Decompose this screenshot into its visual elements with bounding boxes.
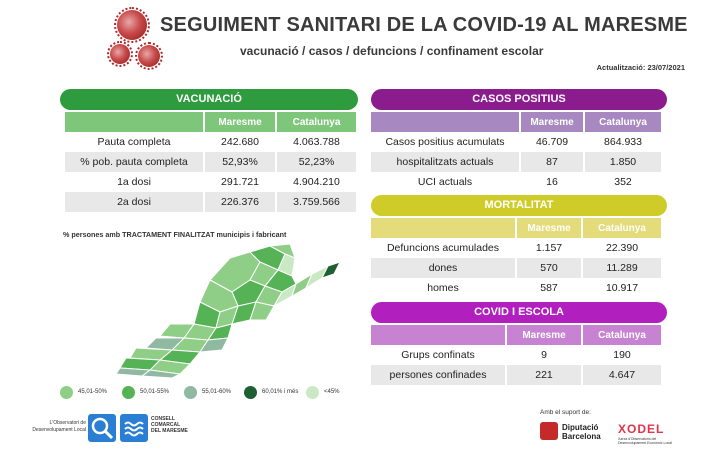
- table-row: homes 587 10.917: [371, 278, 661, 298]
- xodel-logo: XODEL: [618, 422, 665, 436]
- legend-item: <45%: [306, 385, 340, 399]
- consell-text: CONSELL COMARCAL DEL MARESME: [151, 416, 188, 434]
- observatori-logo: [88, 414, 116, 442]
- legend-swatch: [122, 385, 135, 399]
- table-row: hospitalitzats actuals 87 1.850: [371, 152, 661, 172]
- col-catalunya: Catalunya: [581, 218, 661, 238]
- page-title: SEGUIMENT SANITARI DE LA COVID-19 AL MAR…: [160, 14, 688, 36]
- col-maresme: Maresme: [505, 325, 581, 345]
- support-text: Amb el suport de:: [540, 409, 591, 416]
- positive-cases-table: Maresme Catalunya Casos positius acumula…: [371, 112, 661, 192]
- table-row: 1a dosi 291.721 4.904.210: [65, 172, 356, 192]
- table-row: % pob. pauta completa 52,93% 52,23%: [65, 152, 356, 172]
- diputacio-text: Diputació Barcelona: [562, 423, 601, 441]
- col-catalunya: Catalunya: [581, 325, 661, 345]
- table-row: Casos positius acumulats 46.709 864.933: [371, 132, 661, 152]
- xodel-subtitle: Xarxa d'Observatoris del Desenvolupament…: [618, 437, 672, 445]
- table-row: dones 570 11.289: [371, 258, 661, 278]
- table-row: persones confinades 221 4.647: [371, 365, 661, 385]
- observatori-text: L'Observatori de Desenvolupament Local: [32, 420, 86, 433]
- legend-item: 55,01-60%: [184, 385, 231, 399]
- table-row: Grups confinats 9 190: [371, 345, 661, 365]
- virus-icon-small: [107, 41, 133, 67]
- legend-item: 50,01-55%: [122, 385, 169, 399]
- school-table: Maresme Catalunya Grups confinats 9 190 …: [371, 325, 661, 385]
- positive-cases-header: CASOS POSITIUS: [371, 89, 667, 110]
- legend-item: 45,01-50%: [60, 385, 107, 399]
- diputacio-logo: [540, 422, 558, 440]
- legend-swatch: [244, 385, 257, 399]
- vaccination-table: Maresme Catalunya Pauta completa 242.680…: [65, 112, 356, 212]
- maresme-map: [115, 243, 341, 379]
- col-catalunya: Catalunya: [275, 112, 356, 132]
- vaccination-header: VACUNACIÓ: [60, 89, 358, 110]
- table-row: Defuncions acumulades 1.157 22.390: [371, 238, 661, 258]
- legend-swatch: [60, 385, 73, 399]
- update-date: Actualització: 23/07/2021: [596, 63, 685, 72]
- virus-icon-large: [114, 7, 150, 43]
- legend-swatch: [306, 385, 319, 399]
- table-row: Pauta completa 242.680 4.063.788: [65, 132, 356, 152]
- col-maresme: Maresme: [203, 112, 275, 132]
- virus-icon-medium: [135, 42, 163, 70]
- school-header: COVID I ESCOLA: [371, 302, 667, 323]
- magnifier-icon: [91, 417, 114, 440]
- table-row: 2a dosi 226.376 3.759.566: [65, 192, 356, 212]
- col-maresme: Maresme: [519, 112, 583, 132]
- col-maresme: Maresme: [515, 218, 581, 238]
- map-caption: % persones amb TRACTAMENT FINALITZAT mun…: [63, 230, 287, 239]
- table-row: UCI actuals 16 352: [371, 172, 661, 192]
- waves-icon: [124, 421, 144, 437]
- mortality-table: Maresme Catalunya Defuncions acumulades …: [371, 218, 661, 298]
- page-subtitle: vacunació / casos / defuncions / confina…: [240, 44, 544, 58]
- legend-swatch: [184, 385, 197, 399]
- consell-logo: [120, 414, 148, 442]
- legend-item: 60,01% i més: [244, 385, 298, 399]
- map-legend: 45,01-50% 50,01-55% 55,01-60% 60,01% i m…: [60, 385, 360, 399]
- mortality-header: MORTALITAT: [371, 195, 667, 216]
- col-catalunya: Catalunya: [583, 112, 661, 132]
